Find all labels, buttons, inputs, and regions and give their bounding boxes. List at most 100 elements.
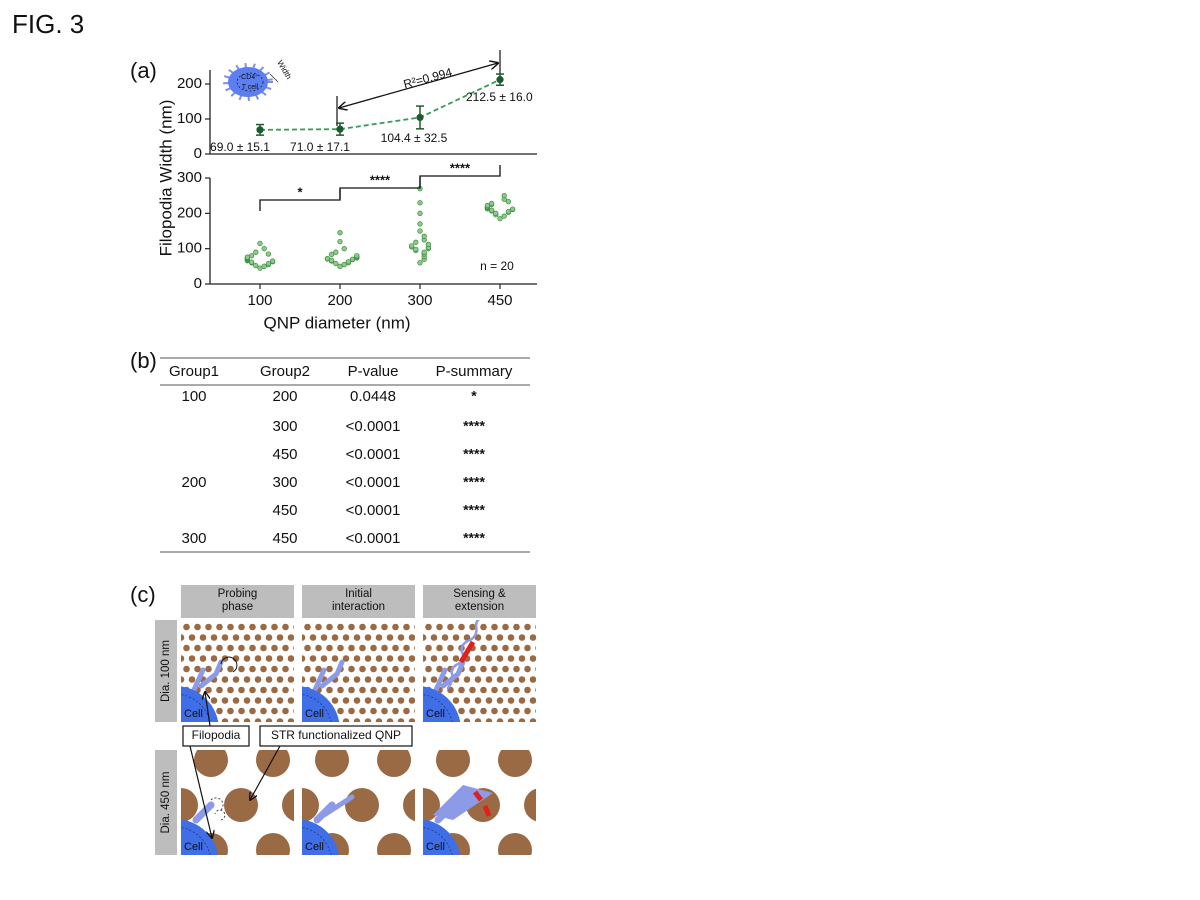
inset-nucleus xyxy=(236,72,264,92)
mean-point xyxy=(256,126,264,134)
y-tick-label: 200 xyxy=(177,204,202,221)
cell-body xyxy=(423,819,461,855)
schematic-tile xyxy=(181,620,294,722)
column-header-label: Initial xyxy=(345,588,372,600)
probing-motion xyxy=(220,656,238,673)
table-cell: 450 xyxy=(272,502,297,519)
sample-size: n = 20 xyxy=(480,259,514,273)
nanoparticle xyxy=(302,788,319,822)
column-header xyxy=(423,585,536,618)
table-cell: **** xyxy=(463,502,485,518)
figure-label: FIG. 3 xyxy=(12,9,84,39)
filopodium xyxy=(432,659,466,695)
x-tick-label: 200 xyxy=(327,292,352,309)
value-label: 104.4 ± 32.5 xyxy=(381,131,448,145)
callout-label: Filopodia xyxy=(192,728,241,742)
table-cell: 0.0448 xyxy=(350,388,396,405)
column-header-label: interaction xyxy=(332,601,385,613)
swarm-point xyxy=(497,215,503,222)
swarm-point xyxy=(413,239,419,245)
cell-body xyxy=(302,819,340,855)
mean-point xyxy=(416,113,424,122)
filopodium xyxy=(192,801,215,824)
callout-box xyxy=(182,725,250,747)
table-cell: 200 xyxy=(272,388,297,405)
value-label: 69.0 ± 15.1 xyxy=(210,140,270,154)
mean-point xyxy=(496,76,504,84)
nanoparticle xyxy=(436,750,470,777)
y-tick-label: 200 xyxy=(177,75,202,92)
nanoparticle xyxy=(524,788,536,822)
table-cell: * xyxy=(471,388,477,404)
y-axis-label: Filopodia Width (nm) xyxy=(156,100,175,257)
swarm-point xyxy=(425,241,432,248)
x-tick-label: 100 xyxy=(247,292,272,309)
swarm-point xyxy=(265,251,272,257)
schematic-tile xyxy=(302,750,415,855)
swarm-point xyxy=(509,206,516,212)
y-tick-label: 0 xyxy=(194,145,202,162)
row-header-label: Dia. 450 nm xyxy=(160,771,172,833)
row-header xyxy=(155,750,177,855)
swarm-point xyxy=(261,246,267,252)
swarm-point xyxy=(337,230,343,236)
table-header: Group2 xyxy=(260,363,310,380)
swarm-point xyxy=(417,221,423,227)
swarm-point xyxy=(269,258,276,264)
value-label: 212.5 ± 16.0 xyxy=(466,90,533,104)
swarm-point xyxy=(501,213,507,219)
swarm-point xyxy=(417,210,423,216)
swarm-point xyxy=(417,228,423,234)
nanoparticle xyxy=(377,750,411,777)
nanoparticle xyxy=(377,833,411,855)
callout-arrow xyxy=(189,745,212,838)
nanoparticle xyxy=(498,833,532,855)
swarm-point xyxy=(253,249,259,255)
fit-annotation: R²=0.994 xyxy=(402,65,454,91)
nanoparticle xyxy=(224,788,258,822)
x-tick-label: 450 xyxy=(487,292,512,309)
table-cell: 450 xyxy=(272,446,297,463)
swarm-point xyxy=(333,249,339,255)
y-tick-label: 100 xyxy=(177,110,202,127)
probing-motion xyxy=(210,797,226,821)
swarm-point xyxy=(337,238,343,245)
nanoparticle xyxy=(194,750,228,777)
table-header: P-value xyxy=(348,363,399,380)
table-cell: 450 xyxy=(272,530,297,547)
significance-bracket xyxy=(419,165,501,187)
callout-arrow xyxy=(205,692,211,727)
significance-label: * xyxy=(297,184,303,199)
swarm-point xyxy=(421,233,427,239)
swarm-point xyxy=(341,246,347,252)
row-header xyxy=(155,620,177,722)
inset-width-label: Width xyxy=(275,59,293,81)
table-cell: **** xyxy=(463,446,485,462)
panel-label: (c) xyxy=(130,582,156,607)
inset-cell: CD4⁺ T cell Width xyxy=(223,59,293,102)
inset-label: CD4⁺ xyxy=(241,73,259,81)
y-tick-label: 300 xyxy=(177,169,202,186)
table-cell: 300 xyxy=(272,418,297,435)
swarm-point xyxy=(505,208,512,215)
swarm-point xyxy=(248,253,255,259)
column-header xyxy=(302,585,415,618)
table-cell: **** xyxy=(463,474,485,490)
nanoparticle xyxy=(315,750,349,777)
table-cell: <0.0001 xyxy=(346,446,401,463)
adhesion-marker xyxy=(458,640,476,664)
filopodium xyxy=(190,659,224,695)
swarm-point xyxy=(408,243,415,249)
swarm-point xyxy=(257,240,263,247)
table-cell: 200 xyxy=(181,474,206,491)
nanoparticle xyxy=(345,788,379,822)
mean-line xyxy=(259,78,501,131)
swarm-point xyxy=(417,200,423,206)
schematic-tile xyxy=(423,750,536,855)
table-cell: 300 xyxy=(181,530,206,547)
nanoparticle xyxy=(256,750,290,777)
swarm-point xyxy=(505,199,512,205)
swarm-point xyxy=(421,249,427,255)
value-label: 71.0 ± 17.1 xyxy=(290,140,350,154)
column-header-label: Sensing & xyxy=(453,588,506,600)
